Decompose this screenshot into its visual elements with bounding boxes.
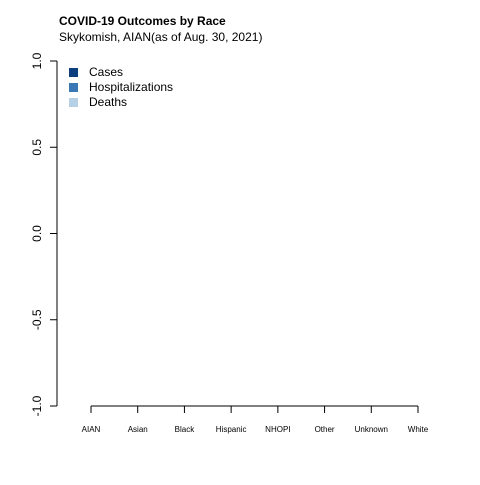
y-tick-label: 0.5 — [30, 139, 44, 156]
y-tick-label: -1.0 — [30, 395, 44, 416]
x-tick-label: Hispanic — [216, 425, 247, 434]
x-tick-label: NHOPI — [265, 425, 290, 434]
y-tick-label: -0.5 — [30, 309, 44, 330]
chart-subtitle: Skykomish, AIAN(as of Aug. 30, 2021) — [59, 30, 262, 44]
x-tick-label: Unknown — [355, 425, 388, 434]
x-tick-label: Black — [175, 425, 196, 434]
legend-label: Cases — [89, 65, 123, 79]
legend-label: Deaths — [89, 95, 127, 109]
x-tick-label: Asian — [128, 425, 148, 434]
legend-label: Hospitalizations — [89, 80, 173, 94]
x-tick-label: White — [408, 425, 429, 434]
x-tick-label: Other — [315, 425, 335, 434]
y-tick-label: 1.0 — [30, 52, 44, 69]
legend-swatch — [69, 83, 78, 92]
chart-title: COVID-19 Outcomes by Race — [59, 14, 226, 28]
y-tick-label: 0.0 — [30, 225, 44, 242]
legend-swatch — [69, 68, 78, 77]
x-tick-label: AIAN — [82, 425, 101, 434]
legend-swatch — [69, 98, 78, 107]
